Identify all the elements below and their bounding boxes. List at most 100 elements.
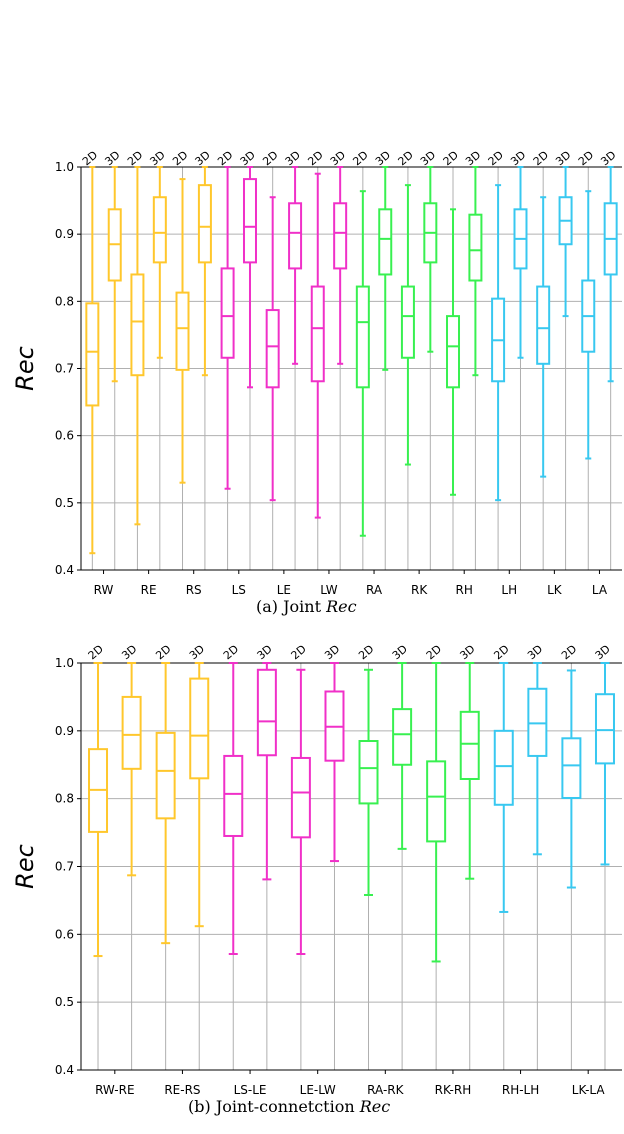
box-2D (446, 315, 461, 389)
series-label-3D: 3D (598, 148, 618, 168)
y-tick-label: 0.7 (55, 860, 74, 874)
series-label-3D: 3D (457, 642, 477, 662)
box-2D (223, 754, 244, 837)
box-3D (459, 710, 480, 780)
box-2D (155, 731, 176, 820)
y-tick-label: 0.6 (55, 429, 74, 443)
x-tick-label: RE (141, 583, 157, 597)
y-tick-label: 0.5 (55, 995, 74, 1009)
x-tick-label: LH (501, 583, 517, 597)
y-tick-label: 0.7 (55, 362, 74, 376)
box-3D (197, 184, 212, 264)
series-label-2D: 2D (396, 148, 416, 168)
box-2D (493, 729, 514, 806)
y-tick-label: 0.8 (55, 294, 74, 308)
y-tick-label: 0.4 (55, 1063, 74, 1077)
box-3D (256, 668, 277, 757)
y-tick-label: 0.4 (55, 563, 74, 577)
box-3D (189, 677, 210, 780)
series-label-3D: 3D (593, 642, 613, 662)
series-label-3D: 3D (525, 642, 545, 662)
box-2D (400, 285, 415, 359)
series-label-3D: 3D (238, 148, 258, 168)
box-2D (536, 285, 551, 365)
series-label-3D: 3D (147, 148, 167, 168)
x-tick-label: RA-RK (367, 1083, 404, 1097)
y-axis-label: Rec (11, 844, 39, 889)
chart-panel-b: 0.4 0.5 0.6 0.7 0.8 0.9 1.0 Rec RW-RE 2D 3D RE-RS 2D… (11, 642, 622, 1116)
series-label-2D: 2D (170, 148, 190, 168)
x-tick-label: RH (456, 583, 473, 597)
caption-text: (b) Joint-connetction (188, 1097, 360, 1116)
series-label-2D: 2D (86, 642, 106, 662)
series-label-3D: 3D (102, 148, 122, 168)
series-label-2D: 2D (215, 148, 235, 168)
series-label-2D: 2D (356, 642, 376, 662)
series-label-3D: 3D (418, 148, 438, 168)
figure-caption: (a) Joint Rec (256, 597, 357, 616)
series-label-2D: 2D (424, 642, 444, 662)
series-label-3D: 3D (463, 148, 483, 168)
x-tick-label: LW (320, 583, 338, 597)
caption-italic: Rec (325, 597, 357, 616)
box-2D (426, 760, 447, 843)
series-label-3D: 3D (193, 148, 213, 168)
x-tick-label: LE (277, 583, 291, 597)
box-3D (288, 202, 303, 270)
caption-italic: Rec (359, 1097, 391, 1116)
series-label-2D: 2D (289, 642, 309, 662)
caption-text: (a) Joint (256, 597, 326, 616)
series-label-2D: 2D (441, 148, 461, 168)
box-2D (175, 291, 190, 371)
x-tick-label: RE-RS (164, 1083, 200, 1097)
box-3D (333, 202, 348, 270)
figure-caption: (b) Joint-connetction Rec (188, 1097, 390, 1116)
series-label-2D: 2D (491, 642, 511, 662)
box-2D (355, 285, 370, 389)
series-label-2D: 2D (80, 148, 100, 168)
box-2D (358, 740, 379, 805)
y-tick-label: 0.5 (55, 496, 74, 510)
x-tick-label: LE-LW (300, 1083, 336, 1097)
y-tick-label: 1.0 (55, 160, 74, 174)
series-label-3D: 3D (187, 642, 207, 662)
box-2D (310, 285, 325, 383)
box-3D (468, 213, 483, 282)
box-3D (378, 208, 393, 276)
x-tick-label: LK (547, 583, 563, 597)
y-tick-label: 0.6 (55, 927, 74, 941)
x-tick-label: RA (366, 583, 383, 597)
series-label-3D: 3D (255, 642, 275, 662)
series-label-2D: 2D (350, 148, 370, 168)
x-tick-label: LS (232, 583, 246, 597)
box-2D (85, 302, 100, 407)
box-2D (290, 756, 311, 839)
series-label-2D: 2D (531, 148, 551, 168)
series-label-3D: 3D (322, 642, 342, 662)
box-3D (152, 196, 167, 264)
series-label-3D: 3D (390, 642, 410, 662)
x-tick-label: LA (592, 583, 608, 597)
series-label-2D: 2D (559, 642, 579, 662)
x-tick-label: RW-RE (95, 1083, 134, 1097)
box-2D (220, 267, 235, 359)
box-3D (121, 695, 142, 770)
series-label-2D: 2D (305, 148, 325, 168)
series-label-3D: 3D (119, 642, 139, 662)
series-label-3D: 3D (328, 148, 348, 168)
box-3D (594, 693, 615, 765)
series-label-2D: 2D (221, 642, 241, 662)
x-tick-label: RH-LH (502, 1083, 539, 1097)
x-tick-label: LS-LE (234, 1083, 267, 1097)
x-tick-label: RW (94, 583, 114, 597)
series-label-3D: 3D (508, 148, 528, 168)
box-3D (392, 708, 413, 766)
box-3D (527, 687, 548, 757)
box-2D (561, 737, 582, 799)
series-label-3D: 3D (373, 148, 393, 168)
y-axis-label: Rec (11, 346, 39, 391)
y-tick-label: 0.9 (55, 227, 74, 241)
y-tick-label: 1.0 (55, 656, 74, 670)
